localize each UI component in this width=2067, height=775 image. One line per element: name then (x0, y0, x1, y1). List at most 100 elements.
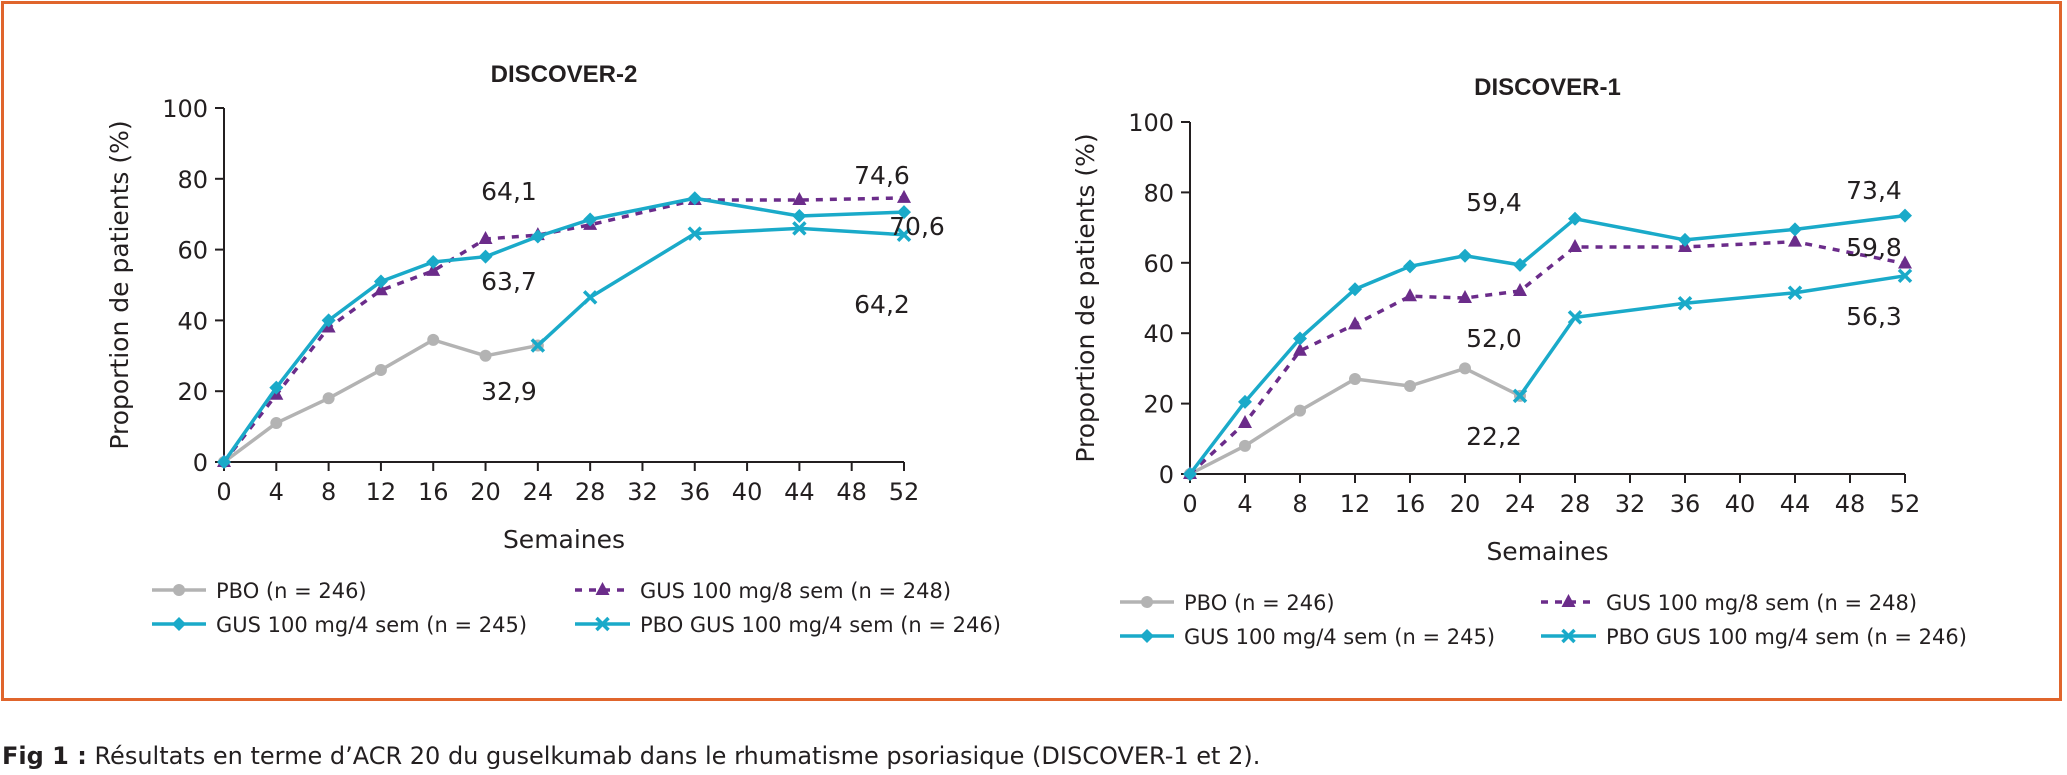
data-point (322, 392, 335, 405)
data-label: 73,4 (1846, 176, 1902, 205)
data-label: 63,7 (481, 267, 537, 296)
legend: PBO (n = 246) GUS 100 mg/8 sem (n = 248) G… (1120, 591, 1967, 649)
data-point (1568, 238, 1582, 252)
data-point (373, 274, 388, 289)
data-point (792, 221, 807, 236)
legend-label: PBO GUS 100 mg/4 sem (n = 246) (1606, 625, 1967, 649)
legend-label: GUS 100 mg/8 sem (n = 248) (640, 579, 951, 603)
legend-item: PBO (n = 246) (152, 579, 367, 603)
series-line (536, 226, 905, 347)
data-point (1458, 290, 1472, 303)
data-point (1787, 285, 1803, 300)
x-tick-label: 24 (523, 478, 554, 506)
y-tick-label: 40 (177, 307, 208, 335)
caption-text: Résultats en terme d’ACR 20 du guselkuma… (94, 742, 1261, 770)
y-tick-label: 60 (1143, 250, 1174, 278)
data-point (1788, 233, 1802, 247)
data-point (1677, 296, 1693, 311)
data-point (269, 380, 284, 395)
x-tick-label: 44 (784, 478, 815, 506)
x-tick-label: 48 (836, 478, 867, 506)
x-tick-label: 4 (1237, 490, 1252, 518)
series-gus4 (217, 191, 911, 469)
legend-marker (1140, 629, 1154, 643)
data-point (687, 226, 703, 241)
data-point (1459, 362, 1471, 375)
data-point (1238, 394, 1252, 409)
data-label: 74,6 (854, 161, 910, 190)
data-point (1678, 232, 1692, 247)
y-tick-label: 0 (1159, 461, 1174, 489)
x-tick-label: 16 (418, 478, 449, 506)
data-point (583, 212, 598, 227)
series-line (1188, 213, 1906, 476)
legend-marker (1561, 594, 1576, 607)
x-tick-label: 12 (1340, 490, 1371, 518)
data-point (426, 262, 441, 276)
data-point (1349, 372, 1361, 385)
data-point (426, 254, 441, 269)
data-point (1183, 467, 1197, 481)
x-tick-label: 12 (366, 478, 397, 506)
y-tick-label: 40 (1143, 320, 1174, 348)
data-label: 70,6 (889, 212, 945, 241)
data-point (427, 333, 440, 346)
data-point (1898, 255, 1912, 269)
legend-item: GUS 100 mg/4 sem (n = 245) (152, 613, 527, 637)
data-point (1238, 414, 1252, 428)
x-tick-label: 48 (1835, 490, 1866, 518)
data-point (270, 417, 283, 430)
data-point (1293, 342, 1307, 356)
x-tick-label: 8 (321, 478, 336, 506)
x-tick-label: 36 (1670, 490, 1701, 518)
data-label: 64,2 (854, 290, 910, 319)
data-point (321, 313, 336, 328)
data-point (1239, 439, 1251, 452)
legend-label: GUS 100 mg/4 sem (n = 245) (216, 613, 527, 637)
chart-title: DISCOVER-2 (491, 61, 638, 88)
caption-label: Fig 1 : (2, 742, 87, 770)
x-tick-label: 0 (216, 478, 231, 506)
legend-item: PBO GUS 100 mg/4 sem (n = 246) (1541, 625, 1967, 649)
legend-marker (172, 617, 186, 631)
x-tick-label: 40 (732, 478, 763, 506)
data-point (1512, 388, 1528, 404)
legend-label: GUS 100 mg/4 sem (n = 245) (1184, 625, 1495, 649)
series-gus4 (1183, 208, 1912, 481)
data-point (217, 455, 231, 469)
data-point (1513, 257, 1527, 272)
x-tick-label: 4 (269, 478, 284, 506)
legend-label: PBO (n = 246) (216, 579, 367, 603)
x-tick-label: 0 (1182, 490, 1197, 518)
figure-caption: Fig 1 : Résultats en terme d’ACR 20 du g… (2, 742, 1260, 770)
y-tick-label: 20 (177, 378, 208, 406)
data-label: 64,1 (481, 177, 537, 206)
legend: PBO (n = 246) GUS 100 mg/8 sem (n = 248) G… (152, 579, 1001, 637)
data-point (1403, 259, 1417, 274)
y-axis-label: Proportion de patients (%) (105, 120, 134, 449)
x-tick-label: 32 (627, 478, 658, 506)
legend-marker (1141, 596, 1153, 608)
x-tick-label: 20 (1450, 490, 1481, 518)
y-tick-label: 60 (177, 237, 208, 265)
data-point (478, 230, 493, 244)
data-label: 32,9 (481, 377, 537, 406)
x-tick-label: 44 (1780, 490, 1811, 518)
series-line (1188, 239, 1906, 476)
chart-title: DISCOVER-1 (1474, 74, 1621, 101)
data-point (374, 363, 387, 376)
legend-marker (173, 584, 185, 596)
x-tick-label: 28 (1560, 490, 1591, 518)
x-tick-label: 52 (1890, 490, 1921, 518)
series-line (1518, 274, 1906, 397)
legend-item: GUS 100 mg/4 sem (n = 245) (1120, 625, 1495, 649)
data-point (1898, 208, 1912, 223)
y-tick-label: 80 (177, 166, 208, 194)
series-pbo_gus (1512, 268, 1913, 404)
data-point (897, 205, 911, 220)
data-label: 59,8 (1846, 233, 1902, 262)
data-point (897, 189, 911, 203)
data-point (1403, 288, 1417, 302)
